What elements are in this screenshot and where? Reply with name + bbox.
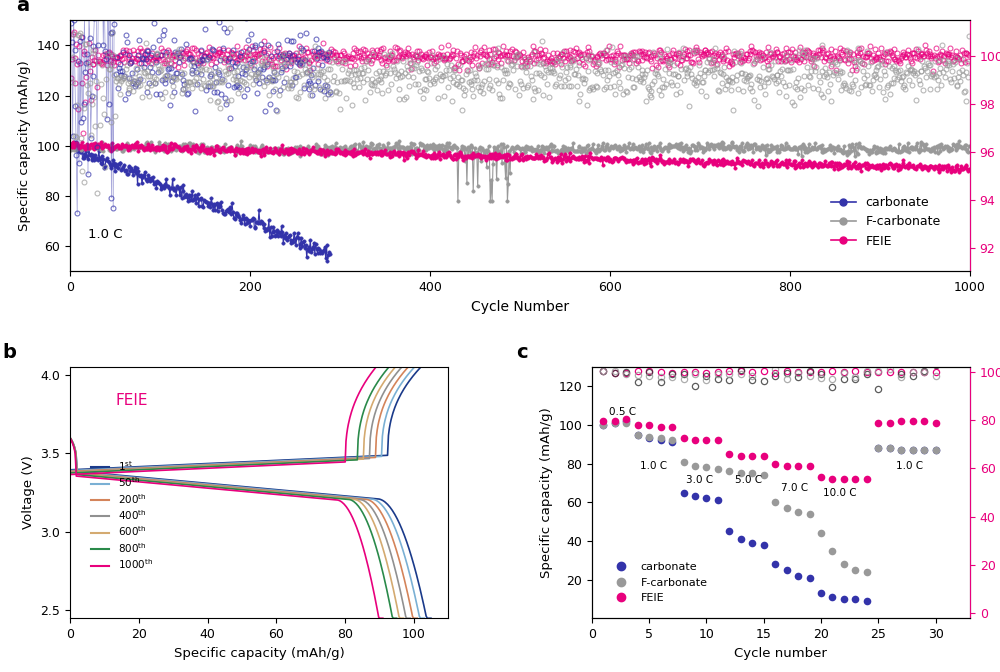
X-axis label: Cycle Number: Cycle Number <box>471 300 569 314</box>
Text: 1.0 C: 1.0 C <box>640 462 667 471</box>
Text: c: c <box>516 343 528 362</box>
Y-axis label: Specific capacity (mAh/g): Specific capacity (mAh/g) <box>540 407 553 578</box>
Legend: carbonate, F-carbonate, FEIE: carbonate, F-carbonate, FEIE <box>605 558 712 607</box>
Y-axis label: Specific capacity (mAh/g): Specific capacity (mAh/g) <box>18 60 31 231</box>
Text: 1.0 C: 1.0 C <box>896 462 923 471</box>
X-axis label: Specific capacity (mAh/g): Specific capacity (mAh/g) <box>174 646 344 659</box>
Legend: carbonate, F-carbonate, FEIE: carbonate, F-carbonate, FEIE <box>826 191 946 253</box>
Text: b: b <box>2 343 16 362</box>
Legend: $\mathregular{1^{st}}$, $\mathregular{50^{th}}$, $\mathregular{200^{th}}$, $\mat: $\mathregular{1^{st}}$, $\mathregular{50… <box>87 455 157 575</box>
Y-axis label: Voltage (V): Voltage (V) <box>22 456 35 530</box>
Text: 5.0 C: 5.0 C <box>735 475 762 485</box>
Text: 7.0 C: 7.0 C <box>781 482 808 493</box>
Text: 3.0 C: 3.0 C <box>686 475 713 485</box>
X-axis label: Cycle number: Cycle number <box>734 646 827 659</box>
Text: 1.0 C: 1.0 C <box>88 228 122 241</box>
Text: 0.5 C: 0.5 C <box>609 407 636 417</box>
Text: FEIE: FEIE <box>115 392 148 408</box>
Text: a: a <box>16 0 29 15</box>
Text: 10.0 C: 10.0 C <box>823 489 857 499</box>
